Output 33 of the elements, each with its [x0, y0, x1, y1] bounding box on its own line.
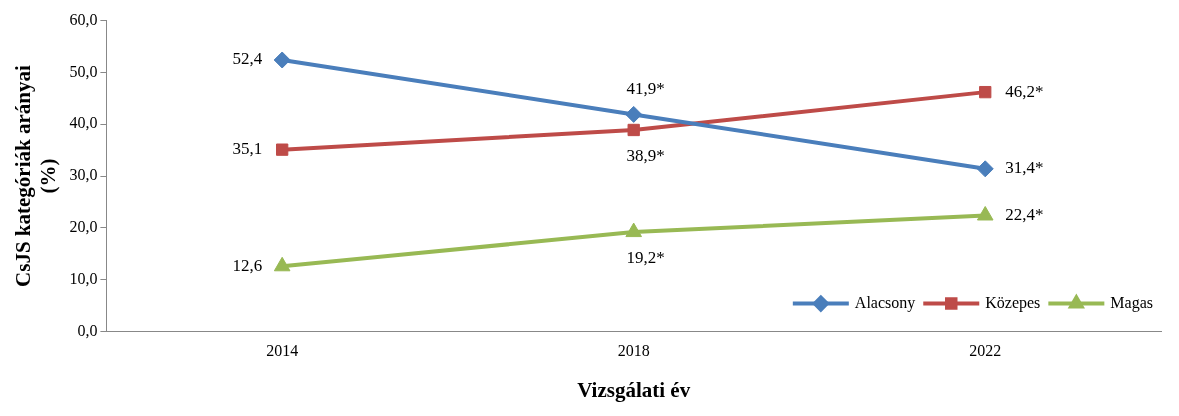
- legend-label: Közepes: [985, 293, 1041, 312]
- x-axis-title: Vizsgálati év: [577, 377, 691, 402]
- point: [979, 85, 992, 99]
- y-tick-label: 10,0: [69, 269, 98, 287]
- x-tick-label: 2014: [266, 342, 299, 360]
- legend-label: Alacsony: [854, 293, 916, 312]
- y-tick-label: 20,0: [69, 218, 98, 236]
- point: [976, 205, 994, 221]
- point: [625, 222, 642, 238]
- x-tick-label: 2018: [617, 342, 650, 360]
- data-label: 19,2*: [626, 248, 665, 268]
- data-label: 41,9*: [626, 79, 665, 99]
- y-tick-label: 40,0: [69, 114, 98, 132]
- data-label: 22,4*: [1005, 204, 1044, 224]
- data-label: 12,6: [232, 255, 263, 275]
- data-label: 35,1: [232, 139, 263, 159]
- y-tick-label: 30,0: [69, 166, 98, 184]
- point: [276, 143, 289, 156]
- point: [625, 105, 643, 123]
- point: [273, 256, 291, 272]
- y-tick-label: 60,0: [69, 10, 98, 28]
- point: [976, 160, 994, 178]
- point: [627, 123, 640, 137]
- x-tick-label: 2022: [969, 342, 1002, 360]
- data-label: 52,4: [232, 49, 263, 69]
- legend-label: Magas: [1110, 293, 1153, 312]
- y-tick-label: 0,0: [77, 321, 98, 339]
- data-label: 38,9*: [626, 145, 665, 165]
- point: [273, 51, 291, 69]
- y-tick-label: 50,0: [69, 62, 98, 80]
- data-label: 31,4*: [1005, 158, 1044, 178]
- y-axis-title: CsJS kategóriák arányai (%): [11, 65, 61, 287]
- data-label: 46,2*: [1005, 81, 1044, 101]
